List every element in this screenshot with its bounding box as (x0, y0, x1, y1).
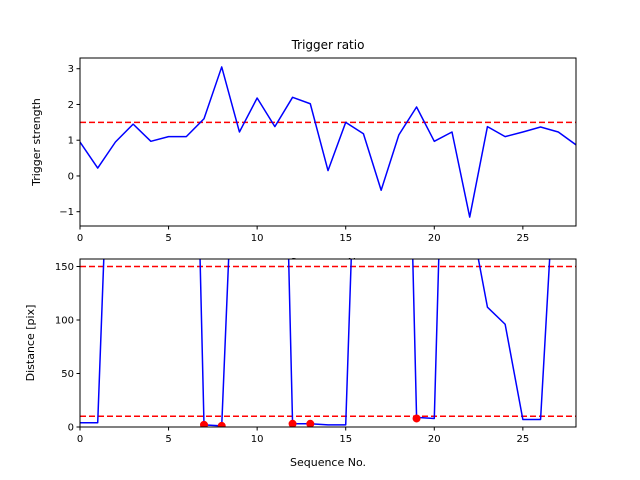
bottom-y-tick-label-100: 100 (55, 315, 74, 326)
top-x-tick-label-25: 25 (516, 233, 529, 244)
bottom-marker-point-1 (217, 421, 226, 427)
top-y-tick-label--1: −1 (59, 207, 74, 218)
bottom-subplot: 0 5 10 15 20 25 0 50 100 150 Sequence No. Distanc… (24, 258, 577, 469)
top-x-tick-label-15: 15 (339, 233, 352, 244)
top-x-tick-label-10: 10 (251, 233, 264, 244)
bottom-y-tick-label-0: 0 (68, 423, 74, 434)
bottom-marker-point-4 (412, 414, 421, 423)
top-x-tick-label-0: 0 (77, 233, 83, 244)
bottom-y-tick-label-150: 150 (55, 262, 74, 273)
top-y-tick-label-0: 0 (68, 171, 74, 182)
bottom-marker-point-0 (200, 420, 208, 427)
top-y-tick-label-3: 3 (68, 64, 74, 75)
bottom-y-axis-label: Distance [pix] (24, 305, 37, 382)
top-y-axis-label: Trigger strength (30, 98, 43, 187)
top-chart-title: Trigger ratio (291, 38, 365, 52)
bottom-plot-frame (79, 258, 577, 428)
top-x-tick-label-5: 5 (165, 233, 171, 244)
bottom-plot-background (80, 259, 576, 427)
bottom-series-line-0 (80, 259, 551, 427)
bottom-x-tick-label-20: 20 (428, 434, 441, 445)
bottom-x-tick-label-0: 0 (77, 434, 83, 445)
bottom-x-tick-label-10: 10 (251, 434, 264, 445)
bottom-x-tick-label-5: 5 (165, 434, 171, 445)
top-y-tick-label-1: 1 (68, 136, 74, 147)
bottom-x-axis-label: Sequence No. (290, 456, 366, 469)
top-x-tick-label-20: 20 (428, 233, 441, 244)
top-series-line-0 (80, 66, 576, 218)
bottom-x-tick-label-25: 25 (516, 434, 529, 445)
bottom-x-tick-label-15: 15 (339, 434, 352, 445)
top-plot-frame (79, 57, 577, 227)
bottom-marker-point-3 (306, 419, 315, 427)
top-y-tick-label-2: 2 (68, 100, 74, 111)
bottom-marker-point-2 (288, 419, 297, 427)
bottom-y-tick-label-50: 50 (61, 369, 74, 380)
